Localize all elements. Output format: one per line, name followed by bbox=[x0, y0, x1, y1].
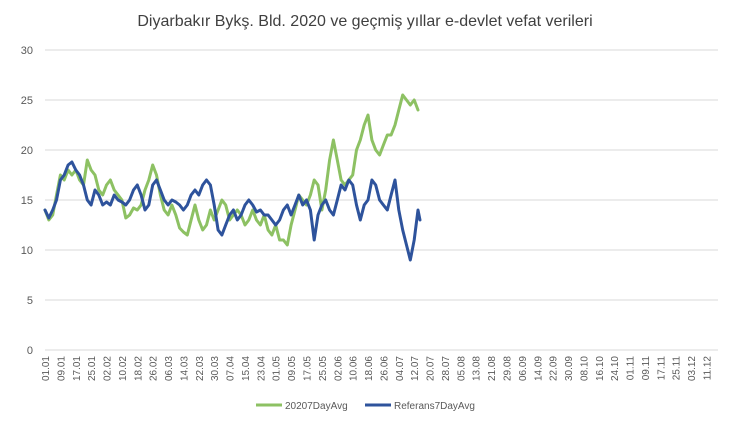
x-tick-label: 25.01 bbox=[87, 356, 98, 381]
x-tick-label: 06.03 bbox=[164, 356, 175, 381]
x-tick-label: 12.07 bbox=[410, 356, 421, 381]
x-tick-label: 10.02 bbox=[118, 356, 129, 381]
y-tick-label: 10 bbox=[21, 245, 33, 257]
x-tick-label: 01.05 bbox=[272, 356, 283, 381]
y-tick-label: 0 bbox=[27, 345, 33, 357]
x-tick-label: 03.12 bbox=[687, 356, 698, 381]
legend-label: 20207DayAvg bbox=[285, 401, 348, 412]
x-tick-label: 22.09 bbox=[549, 356, 560, 381]
x-tick-label: 01.01 bbox=[41, 356, 52, 381]
legend: 20207DayAvg Referans7DayAvg bbox=[256, 401, 475, 412]
y-tick-label: 30 bbox=[21, 45, 33, 57]
x-tick-label: 18.06 bbox=[364, 356, 375, 381]
x-tick-label: 26.02 bbox=[149, 356, 160, 381]
x-tick-label: 17.05 bbox=[303, 356, 314, 381]
x-tick-label: 15.04 bbox=[241, 356, 252, 381]
chart-title: Diyarbakır Bykş. Bld. 2020 ve geçmiş yıl… bbox=[137, 13, 592, 30]
x-tick-label: 10.06 bbox=[349, 356, 360, 381]
x-tick-label: 16.10 bbox=[595, 356, 606, 381]
x-tick-label: 02.02 bbox=[103, 356, 114, 381]
x-tick-label: 30.03 bbox=[210, 356, 221, 381]
x-tick-label: 17.11 bbox=[656, 356, 667, 381]
series-lines bbox=[43, 93, 422, 262]
x-tick-label: 13.08 bbox=[472, 356, 483, 381]
series-line-1 bbox=[43, 160, 422, 262]
x-tick-label: 04.07 bbox=[395, 356, 406, 381]
x-tick-label: 23.04 bbox=[256, 356, 267, 381]
gridlines bbox=[45, 49, 718, 351]
x-tick-label: 08.10 bbox=[579, 356, 590, 381]
x-tick-label: 06.09 bbox=[518, 356, 529, 381]
x-tick-label: 09.05 bbox=[287, 356, 298, 381]
y-tick-label: 25 bbox=[21, 95, 33, 107]
x-tick-label: 30.09 bbox=[564, 356, 575, 381]
y-tick-label: 20 bbox=[21, 145, 33, 157]
x-tick-label: 14.09 bbox=[533, 356, 544, 381]
x-tick-label: 09.11 bbox=[641, 356, 652, 381]
y-tick-label: 15 bbox=[21, 195, 33, 207]
series-line-0 bbox=[43, 93, 420, 247]
x-tick-label: 01.11 bbox=[626, 356, 637, 381]
x-tick-label: 26.06 bbox=[379, 356, 390, 381]
x-tick-label: 11.12 bbox=[702, 356, 713, 381]
x-tick-label: 21.08 bbox=[487, 356, 498, 381]
x-tick-label: 25.05 bbox=[318, 356, 329, 381]
x-tick-label: 29.08 bbox=[502, 356, 513, 381]
x-tick-label: 28.07 bbox=[441, 356, 452, 381]
x-tick-label: 25.11 bbox=[672, 356, 683, 381]
x-tick-label: 17.01 bbox=[72, 356, 83, 381]
x-tick-label: 05.08 bbox=[456, 356, 467, 381]
x-tick-label: 09.01 bbox=[56, 356, 67, 381]
x-tick-label: 18.02 bbox=[133, 356, 144, 381]
x-tick-label: 07.04 bbox=[226, 356, 237, 381]
x-axis-ticks: 01.01 09.01 17.01 25.01 02.02 10.02 18.02 26.02… bbox=[41, 356, 713, 381]
y-tick-label: 5 bbox=[27, 295, 33, 307]
legend-label: Referans7DayAvg bbox=[394, 401, 475, 412]
x-tick-label: 22.03 bbox=[195, 356, 206, 381]
y-axis-ticks: 0 5 10 15 20 25 30 bbox=[21, 45, 33, 357]
x-tick-label: 24.10 bbox=[610, 356, 621, 381]
x-tick-label: 02.06 bbox=[333, 356, 344, 381]
x-tick-label: 14.03 bbox=[179, 356, 190, 381]
x-tick-label: 20.07 bbox=[426, 356, 437, 381]
